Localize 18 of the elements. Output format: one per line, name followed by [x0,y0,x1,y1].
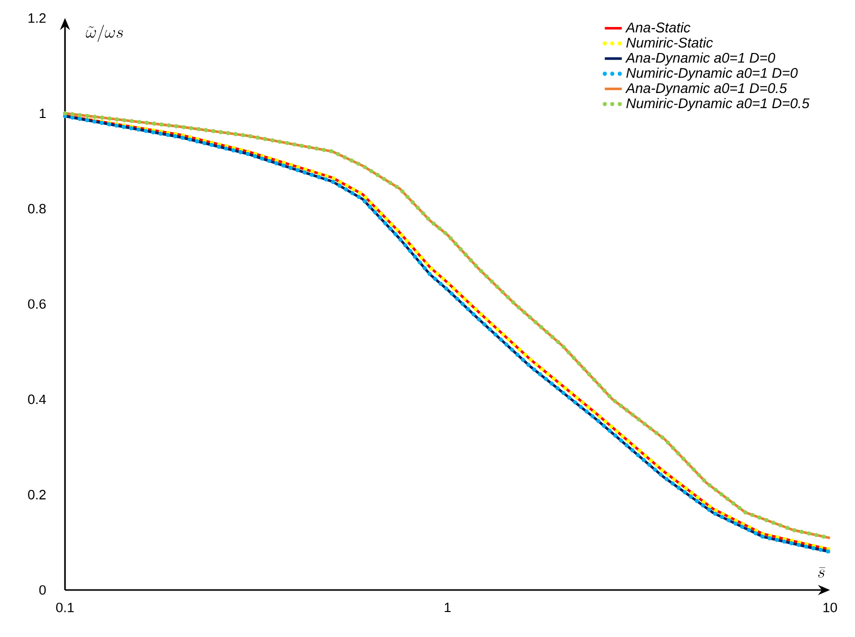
y-tick-label: 1.2 [28,13,46,23]
x-tick-label: 1 [444,602,451,612]
legend-label: Ana-Dynamic a0=1 D=0 [625,52,776,66]
legend-label: Ana-Static [625,22,690,32]
y-tick-label: 1 [40,108,46,118]
y-tick-label: 0.6 [28,299,46,309]
x-tick-label: 0.1 [56,602,74,612]
y-tick-label: 0 [39,585,46,595]
legend-label: Numiric-Dynamic a0=1 D=0.5 [626,98,810,112]
y-tick-label: 0.8 [28,204,46,214]
legend-label: Numiric-Dynamic a0=1 D=0 [626,68,798,81]
x-tick-label: 10 [824,602,837,612]
y-tick-label: 0.2 [28,490,46,500]
y-axis-title: $\tilde{\omega}/\omega s$ [86,24,123,42]
y-tick-label: 0.4 [28,394,46,404]
x-axis-title: $\bar{s}$ [818,567,826,578]
legend-label: Numiric-Static [626,37,713,48]
legend-label: Ana-Dynamic a0=1 D=0.5 [625,82,787,96]
